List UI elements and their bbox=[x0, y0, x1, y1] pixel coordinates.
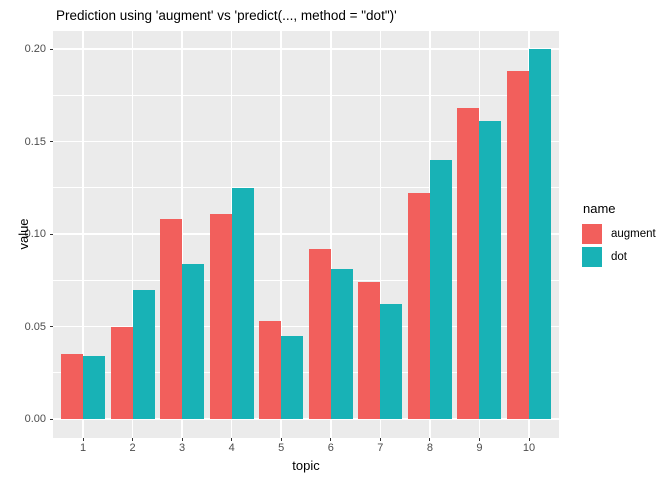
plot-panel bbox=[53, 31, 559, 438]
legend-label: dot bbox=[611, 251, 627, 263]
gridline-vertical bbox=[280, 31, 282, 438]
x-tick-label: 1 bbox=[79, 442, 87, 454]
legend-label: augment bbox=[611, 228, 656, 240]
bar-dot-topic-6 bbox=[330, 269, 353, 419]
y-tick-label: 0.20 bbox=[24, 43, 46, 55]
x-tick-mark bbox=[82, 438, 84, 441]
y-tick-label: 0.15 bbox=[24, 135, 46, 148]
gridline-major bbox=[53, 233, 559, 235]
y-tick-mark bbox=[50, 326, 53, 327]
bar-augment-topic-4 bbox=[209, 213, 232, 419]
y-tick-mark bbox=[50, 418, 53, 420]
gridline-vertical bbox=[82, 31, 84, 438]
gridline-vertical bbox=[181, 31, 183, 438]
bar-augment-topic-9 bbox=[457, 108, 480, 419]
x-tick-label: 9 bbox=[476, 442, 483, 454]
x-tick-mark bbox=[379, 438, 381, 441]
x-tick-label: 4 bbox=[228, 442, 235, 454]
bar-augment-topic-6 bbox=[308, 248, 331, 419]
bar-dot-topic-3 bbox=[182, 263, 205, 419]
gridline-major bbox=[53, 325, 559, 328]
gridline-major bbox=[53, 418, 559, 420]
x-tick-mark bbox=[528, 438, 530, 441]
gridline-minor bbox=[53, 94, 559, 96]
bar-augment-topic-1 bbox=[61, 354, 83, 419]
gridline-vertical bbox=[131, 31, 134, 438]
legend-key-augment bbox=[582, 224, 602, 244]
x-axis-title: topic bbox=[292, 458, 320, 473]
x-tick-mark bbox=[132, 438, 134, 441]
legend-title: name bbox=[583, 201, 616, 216]
x-tick-label: 5 bbox=[278, 442, 285, 454]
gridline-vertical bbox=[330, 31, 332, 438]
x-tick-mark bbox=[181, 438, 183, 441]
legend-item-dot: dot bbox=[582, 247, 670, 267]
gridline-minor bbox=[53, 279, 559, 281]
bar-dot-topic-7 bbox=[380, 304, 403, 419]
legend-item-augment: augment bbox=[582, 224, 670, 244]
bar-augment-topic-7 bbox=[358, 282, 381, 419]
x-tick-mark bbox=[478, 438, 480, 441]
bar-dot-topic-5 bbox=[281, 335, 304, 419]
bar-dot-topic-9 bbox=[479, 121, 502, 419]
gridline-minor bbox=[53, 372, 559, 374]
gridline-major bbox=[53, 48, 559, 50]
x-tick-label: 3 bbox=[179, 442, 186, 454]
bar-augment-topic-2 bbox=[110, 326, 133, 419]
x-tick-label: 6 bbox=[327, 442, 334, 454]
bar-dot-topic-10 bbox=[529, 49, 552, 419]
y-tick-label: 0.05 bbox=[24, 320, 46, 333]
chart-title: Prediction using 'augment' vs 'predict(.… bbox=[56, 8, 397, 23]
y-tick-mark bbox=[50, 48, 53, 50]
bar-augment-topic-8 bbox=[407, 193, 430, 419]
y-tick-mark bbox=[50, 141, 53, 142]
gridline-minor bbox=[53, 187, 559, 189]
x-tick-mark bbox=[231, 438, 233, 441]
x-tick-label: 10 bbox=[522, 442, 536, 454]
legend-key-dot bbox=[582, 247, 602, 267]
x-tick-label: 8 bbox=[426, 442, 433, 454]
bar-dot-topic-4 bbox=[231, 187, 254, 419]
bar-augment-topic-10 bbox=[507, 71, 530, 419]
bar-augment-topic-3 bbox=[160, 219, 183, 419]
x-tick-label: 7 bbox=[377, 442, 384, 454]
y-tick-label: 0.00 bbox=[24, 413, 46, 425]
bar-dot-topic-8 bbox=[429, 160, 452, 419]
bar-dot-topic-1 bbox=[83, 356, 105, 419]
bar-augment-topic-5 bbox=[259, 320, 282, 419]
y-tick-label: 0.10 bbox=[24, 228, 46, 240]
x-tick-label: 2 bbox=[129, 442, 136, 454]
bar-dot-topic-2 bbox=[132, 289, 155, 419]
y-axis-title: value bbox=[16, 218, 32, 250]
legend-items: augment dot bbox=[582, 224, 670, 267]
x-tick-mark bbox=[280, 438, 282, 441]
gridline-major bbox=[53, 140, 559, 143]
legend: name augment dot bbox=[582, 201, 670, 270]
gridline-vertical bbox=[379, 31, 382, 438]
x-tick-mark bbox=[330, 438, 332, 441]
y-tick-mark bbox=[50, 233, 53, 235]
x-tick-mark bbox=[429, 438, 431, 441]
